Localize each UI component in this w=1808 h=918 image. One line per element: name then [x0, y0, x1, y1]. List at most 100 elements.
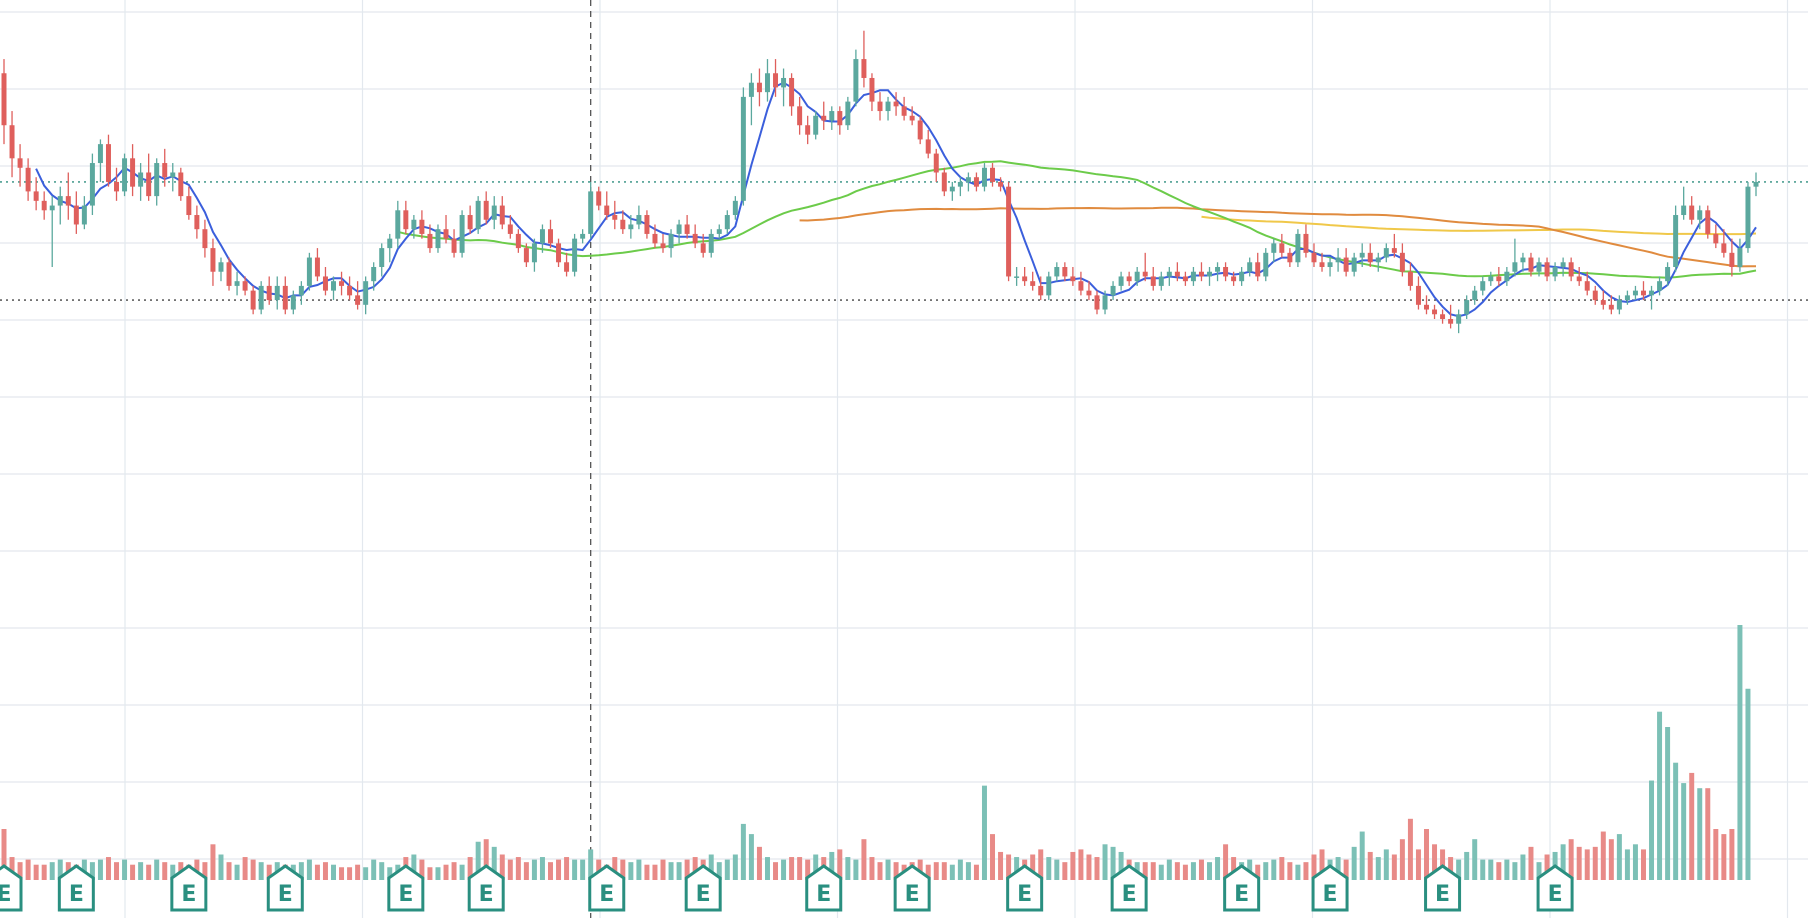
candle[interactable]: [1697, 205, 1703, 230]
candle[interactable]: [347, 276, 353, 301]
candle[interactable]: [901, 96, 907, 121]
candle[interactable]: [282, 276, 288, 315]
candle[interactable]: [322, 267, 328, 296]
candle[interactable]: [1472, 285, 1478, 305]
candle[interactable]: [1576, 267, 1582, 286]
candle[interactable]: [1134, 267, 1140, 286]
candle[interactable]: [756, 68, 762, 107]
candle[interactable]: [33, 177, 39, 211]
candle[interactable]: [1110, 281, 1116, 301]
candle[interactable]: [700, 233, 706, 258]
candle[interactable]: [628, 215, 634, 239]
candle[interactable]: [467, 205, 473, 234]
candle[interactable]: [805, 115, 811, 145]
candle[interactable]: [837, 106, 843, 135]
candle[interactable]: [1014, 267, 1020, 286]
candle[interactable]: [1560, 257, 1566, 277]
candle[interactable]: [1198, 262, 1204, 282]
candle[interactable]: [81, 196, 87, 230]
candle[interactable]: [395, 200, 401, 249]
candle[interactable]: [114, 167, 120, 201]
candle[interactable]: [1303, 224, 1309, 258]
earnings-marker[interactable]: E: [0, 864, 23, 912]
candle[interactable]: [1086, 281, 1092, 301]
candle[interactable]: [789, 73, 795, 116]
candle[interactable]: [1640, 281, 1646, 301]
candle[interactable]: [1689, 196, 1695, 225]
candle[interactable]: [933, 148, 939, 182]
candle[interactable]: [499, 196, 505, 230]
candle[interactable]: [1102, 290, 1108, 315]
candle[interactable]: [748, 73, 754, 126]
candle[interactable]: [89, 153, 95, 216]
candle[interactable]: [1432, 304, 1438, 319]
earnings-marker[interactable]: E: [893, 864, 931, 912]
candle[interactable]: [1448, 304, 1454, 329]
candle[interactable]: [1624, 290, 1630, 305]
candle[interactable]: [965, 172, 971, 192]
candle[interactable]: [1536, 257, 1542, 277]
candle[interactable]: [660, 233, 666, 253]
candle[interactable]: [1415, 276, 1421, 310]
candle[interactable]: [105, 134, 111, 187]
candle[interactable]: [1456, 309, 1462, 334]
candle[interactable]: [909, 106, 915, 126]
candle[interactable]: [266, 276, 272, 305]
candle[interactable]: [853, 49, 859, 107]
candle[interactable]: [1407, 262, 1413, 291]
candle[interactable]: [122, 153, 128, 197]
candle[interactable]: [941, 167, 947, 197]
candle[interactable]: [331, 276, 336, 301]
candle[interactable]: [339, 271, 345, 296]
candle[interactable]: [1030, 271, 1036, 291]
candle[interactable]: [435, 224, 441, 253]
candle[interactable]: [957, 177, 963, 197]
candle[interactable]: [1359, 243, 1365, 268]
candle[interactable]: [1424, 295, 1429, 315]
candle[interactable]: [1520, 252, 1526, 272]
earnings-marker[interactable]: E: [805, 864, 843, 912]
candle[interactable]: [773, 59, 779, 97]
candle[interactable]: [1608, 295, 1614, 315]
candle[interactable]: [556, 238, 562, 268]
candle[interactable]: [17, 144, 23, 187]
candle[interactable]: [676, 219, 682, 244]
earnings-marker[interactable]: E: [467, 864, 505, 912]
candle[interactable]: [1287, 248, 1293, 268]
candle[interactable]: [41, 191, 47, 220]
candle[interactable]: [1255, 252, 1261, 282]
candle[interactable]: [1673, 205, 1679, 272]
candle[interactable]: [57, 186, 63, 225]
candle[interactable]: [1552, 262, 1558, 282]
candle[interactable]: [1383, 243, 1389, 263]
candle[interactable]: [1, 59, 7, 145]
candle[interactable]: [1657, 276, 1663, 296]
candle[interactable]: [1351, 252, 1357, 277]
candle[interactable]: [298, 281, 304, 305]
candle[interactable]: [981, 163, 987, 192]
candle[interactable]: [877, 92, 883, 121]
candle[interactable]: [1592, 285, 1598, 305]
candle[interactable]: [1126, 271, 1132, 286]
candle[interactable]: [1375, 252, 1381, 272]
candle[interactable]: [443, 215, 449, 244]
candle[interactable]: [274, 276, 280, 310]
candle[interactable]: [620, 210, 626, 234]
candle[interactable]: [73, 191, 79, 234]
earnings-marker[interactable]: E: [57, 864, 95, 912]
candle[interactable]: [1247, 257, 1253, 277]
candle[interactable]: [885, 96, 891, 121]
candle[interactable]: [1046, 271, 1052, 301]
candle[interactable]: [821, 101, 827, 130]
candle[interactable]: [724, 210, 730, 234]
candle[interactable]: [1166, 267, 1172, 286]
candle[interactable]: [170, 163, 176, 192]
candle[interactable]: [604, 191, 610, 220]
candle[interactable]: [1182, 271, 1188, 286]
candle[interactable]: [371, 262, 377, 291]
candle[interactable]: [1006, 181, 1012, 282]
candle[interactable]: [692, 224, 698, 249]
candle[interactable]: [1062, 262, 1068, 282]
candle[interactable]: [250, 285, 256, 315]
